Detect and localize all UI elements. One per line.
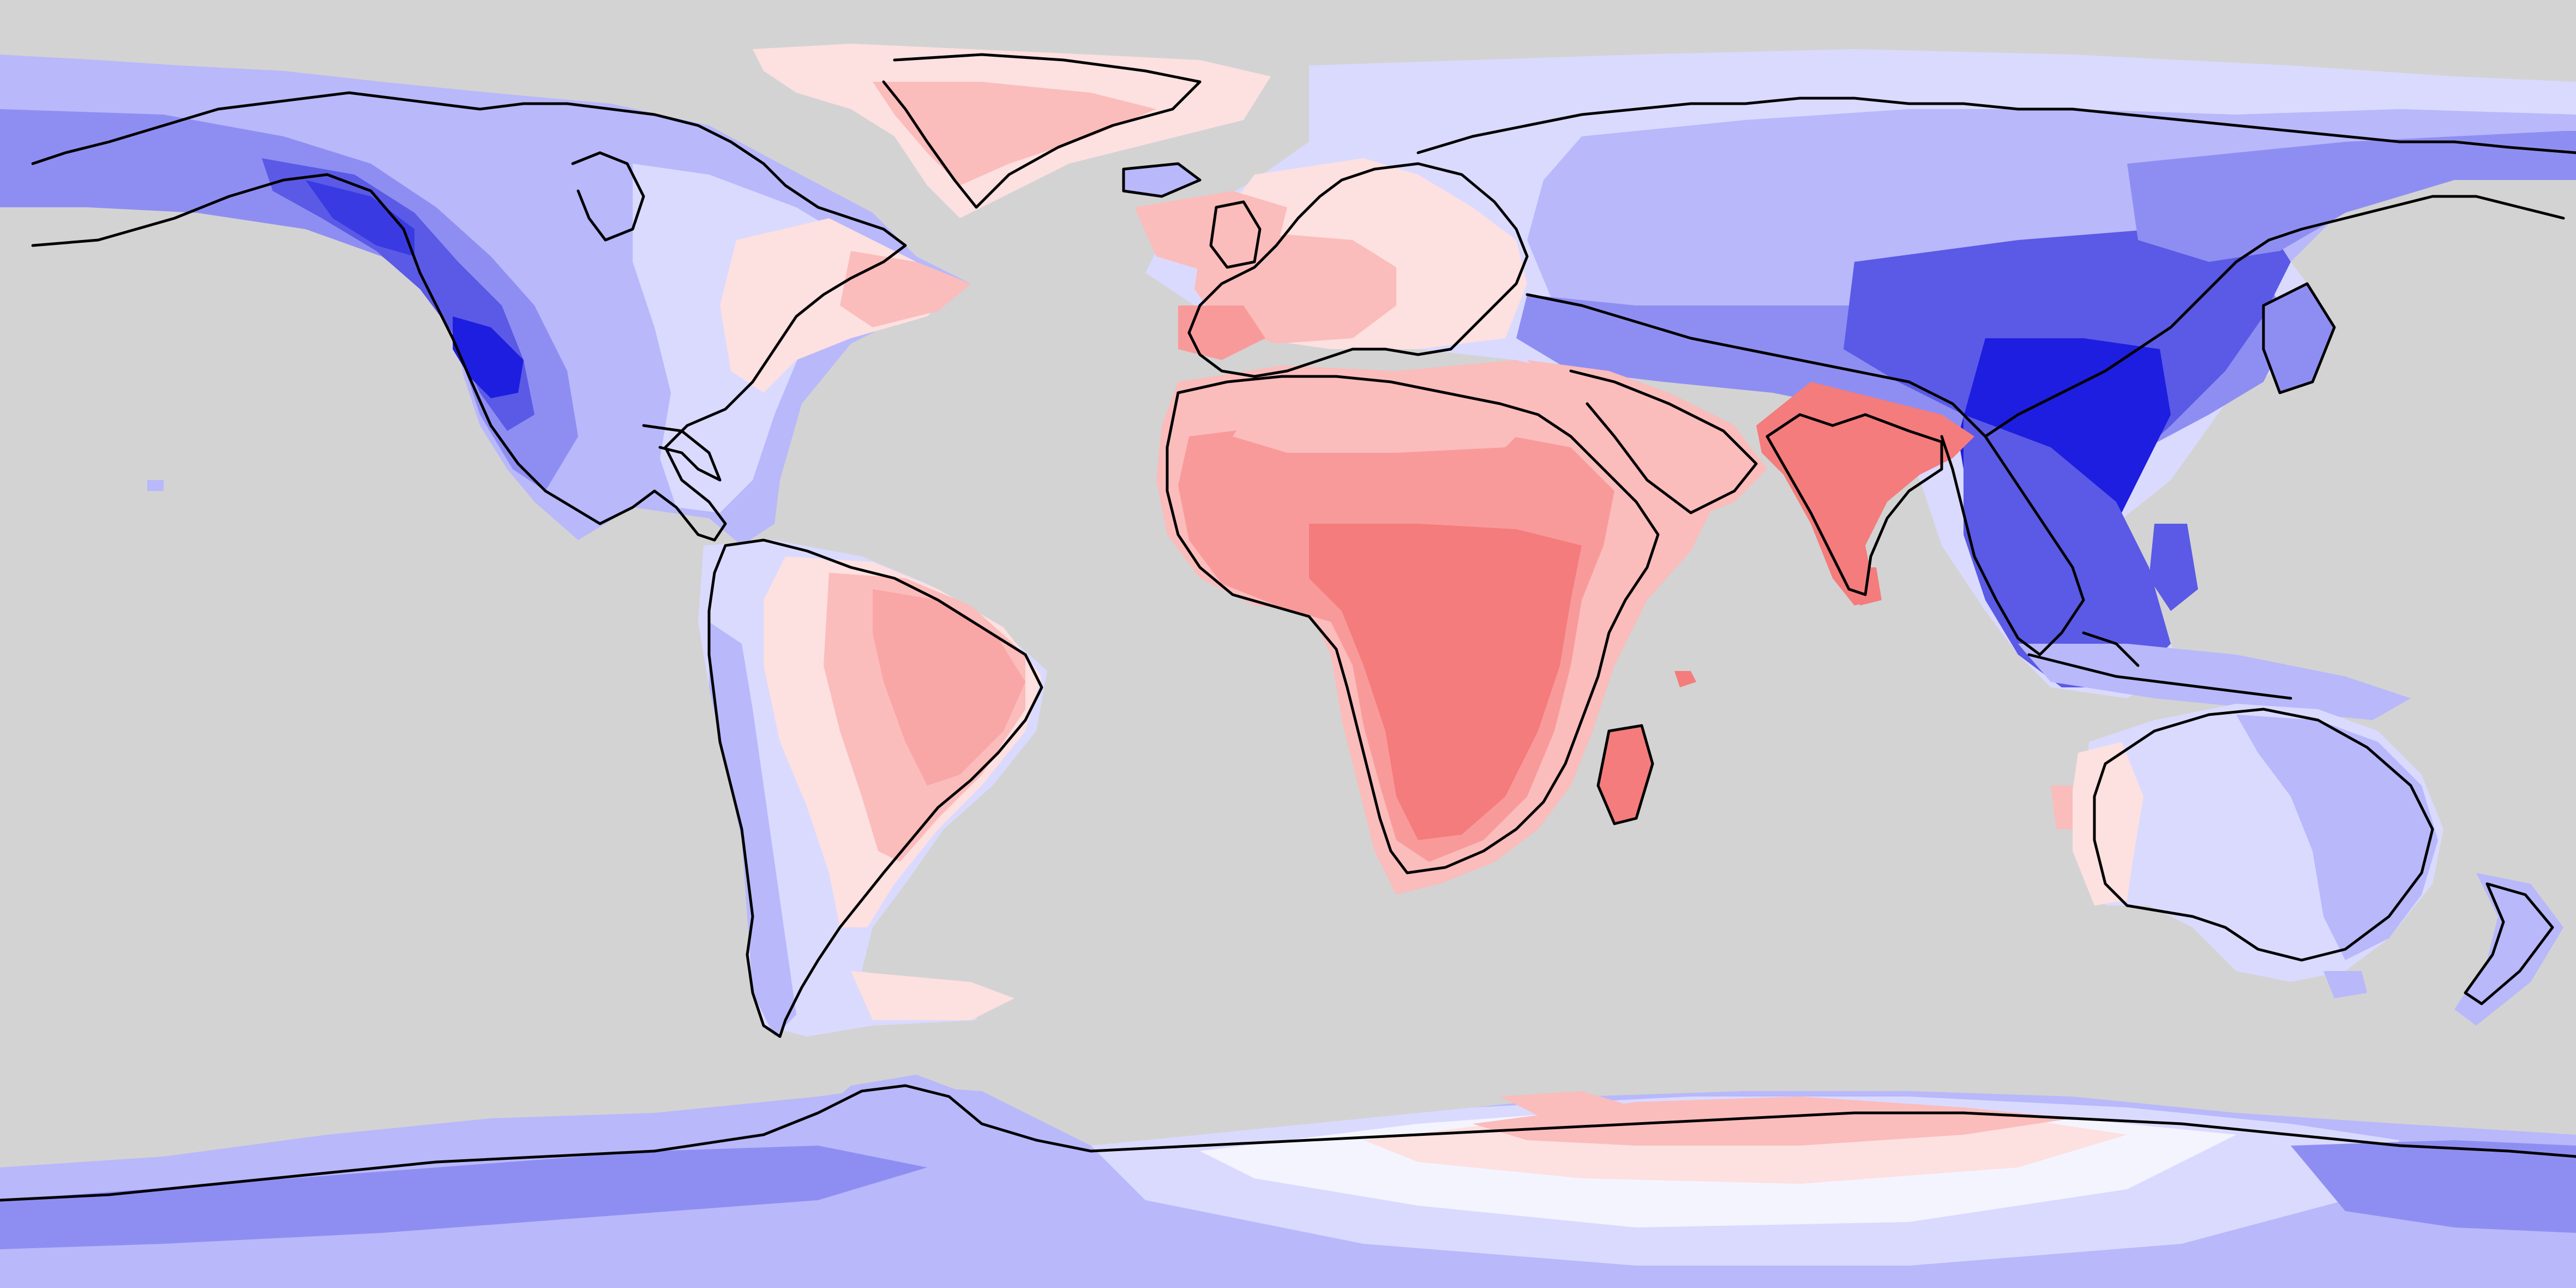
philippines (2149, 524, 2198, 611)
south-america-red-mid (873, 589, 1025, 786)
coastlines (0, 53, 2576, 1202)
greenland-shading (753, 44, 1271, 218)
india-land (1756, 382, 1974, 606)
arabia (1527, 360, 1767, 524)
coast-greenland (882, 53, 1202, 209)
antarctica-ross-red (1500, 1091, 1636, 1124)
coast-africa (1166, 375, 1660, 874)
australia-east-blue (2236, 715, 2438, 960)
reunion-dot (1674, 671, 1696, 687)
india-shading (1756, 382, 1974, 606)
new-zealand (2454, 873, 2563, 1026)
coast-japan (2262, 282, 2336, 394)
tasmania (2323, 971, 2367, 998)
northeast-asia-deep (2127, 131, 2576, 262)
antarctica-east-blue (2291, 1140, 2576, 1233)
coast-florida-gulf (642, 424, 722, 482)
coast-madagascar (1596, 724, 1654, 825)
sahara-light (1233, 393, 1538, 453)
coast-hudson-bay (571, 151, 645, 242)
indonesia-blue (2018, 644, 2411, 720)
coast-antarctica (0, 1084, 2576, 1202)
coast-arabia (1569, 369, 1758, 514)
iberia-red (1178, 305, 1265, 360)
coast-russia-arctic (1416, 97, 2576, 154)
north-america-strong-nw (305, 180, 415, 256)
australia-west-red (2073, 742, 2143, 906)
sri-lanka (1854, 567, 1882, 606)
coast-indonesia (2027, 631, 2292, 700)
coast-north-america (31, 91, 907, 542)
coast-india (1766, 413, 1943, 596)
antarctica-shading (0, 1075, 2576, 1288)
south-america-patagonia (851, 971, 1014, 1020)
africa-strong (1309, 524, 1582, 840)
coast-asia (1526, 195, 2565, 656)
africa-shading (1156, 360, 1767, 895)
coast-australia (2093, 708, 2434, 962)
south-america-andes-blue (709, 622, 796, 1037)
hawaii (147, 480, 164, 491)
island-shading (147, 164, 2334, 611)
antarctica-deep-west (0, 1146, 927, 1249)
south-america-shading (698, 540, 1047, 1037)
coast-british-isles (1209, 200, 1262, 269)
coast-iceland (1122, 162, 1202, 198)
australia-west-red-edge (2051, 786, 2073, 829)
north-america-mid-west (0, 109, 578, 491)
greenland-core (873, 82, 1156, 185)
north-america-red-east-core (840, 251, 971, 327)
coast-new-zealand (2464, 882, 2554, 1005)
japan (2263, 284, 2334, 393)
madagascar (1598, 726, 1653, 824)
antarctic-peninsula (807, 1075, 993, 1146)
coast-europe (1187, 162, 1529, 378)
coast-south-america (707, 538, 1043, 1038)
